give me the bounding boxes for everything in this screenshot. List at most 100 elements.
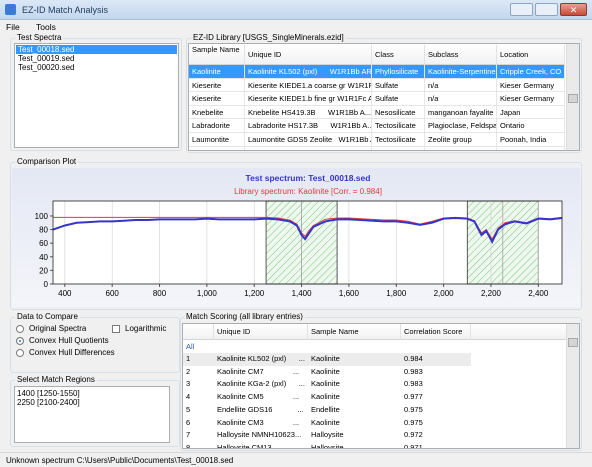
table-cell: Halloysite CM13 ... — [217, 442, 303, 449]
column-header[interactable]: Correlation Score — [401, 324, 471, 340]
table-cell: Kaolinite CM5 ... — [217, 392, 300, 402]
table-cell: Sulfate — [372, 92, 425, 106]
table-cell: 7 — [186, 430, 191, 440]
scroll-thumb[interactable] — [568, 94, 578, 103]
minimize-button[interactable] — [510, 3, 533, 16]
column-header[interactable]: Subclass — [425, 45, 497, 65]
close-button[interactable]: ✕ — [560, 3, 587, 16]
column-header[interactable] — [183, 324, 214, 340]
menu-bar: File Tools — [0, 20, 592, 33]
maximize-button[interactable] — [535, 3, 558, 16]
window-title: EZ-ID Match Analysis — [22, 5, 109, 15]
table-cell: Kaolinite-Serpentine ... — [425, 65, 497, 79]
column-header[interactable]: Location — [497, 45, 565, 65]
menu-item[interactable]: Tools — [36, 22, 56, 32]
column-header[interactable]: Sample Name — [189, 45, 245, 65]
table-cell: 5 — [186, 404, 191, 414]
y-tick-label: 100 — [35, 212, 49, 221]
data-compare-group — [10, 317, 180, 373]
table-cell: Kaolinite — [311, 379, 340, 389]
table-cell: Tectosilicate — [372, 119, 425, 133]
table-cell: 0.984 — [404, 354, 423, 363]
table-cell: 0.975 — [404, 404, 423, 414]
status-bar: Unknown spectrum C:\Users\Public\Documen… — [0, 452, 592, 467]
table-cell: Kaolinite — [311, 417, 340, 427]
list-item[interactable]: Test_00019.sed — [18, 54, 75, 63]
checkbox-label[interactable]: Logarithmic — [125, 324, 167, 333]
column-header[interactable]: Class — [372, 45, 425, 65]
radio-button[interactable] — [16, 325, 24, 333]
table-cell: Labradorite HS17.3B W1R1Bb A... — [245, 119, 372, 133]
table-cell: manganoan fayalite — [425, 105, 497, 120]
x-tick-label: 800 — [153, 289, 167, 298]
table-cell: 6 — [186, 417, 191, 427]
app-icon — [5, 4, 16, 15]
column-header[interactable]: Sample Name — [308, 324, 401, 340]
table-row[interactable] — [189, 133, 565, 147]
test-spectra-list: Test_00018.sed Test_00019.sed Test_00020.s… — [14, 43, 179, 148]
y-tick-label: 40 — [39, 253, 48, 262]
table-cell: Kaolinite CM3 ... — [217, 417, 300, 427]
table-row[interactable] — [189, 65, 565, 79]
scoring-table: Unique ID Sample Name Correlation Score All… — [182, 323, 580, 449]
table-cell: Kaolinite — [189, 65, 245, 79]
radio-label[interactable]: Original Spectra — [29, 324, 87, 333]
y-tick-label: 80 — [39, 226, 48, 235]
table-row[interactable] — [183, 353, 471, 366]
list-item[interactable]: Test_00020.sed — [18, 63, 75, 72]
y-tick-label: 20 — [39, 266, 48, 275]
scrollbar[interactable] — [566, 324, 579, 448]
table-cell: 0.983 — [404, 366, 423, 376]
table-cell: Kaolinite KL502 (pxl) W1R1Bb AREF — [245, 65, 372, 79]
group-label: Match Scoring (all library entries) — [184, 312, 305, 321]
x-tick-label: 2,200 — [481, 289, 502, 298]
table-cell: Japan — [497, 105, 565, 120]
menu-item[interactable]: File — [6, 22, 20, 32]
table-cell: Kaolinite CM7 ... — [217, 366, 300, 376]
regions-textbox[interactable]: 1400 [1250-1550] 2250 [2100-2400] — [14, 386, 170, 443]
group-label: Data to Compare — [15, 312, 80, 321]
chart-title: Test spectrum: Test_00018.sed — [246, 173, 371, 183]
column-header[interactable]: Unique ID — [245, 45, 372, 65]
spectrum-line — [52, 217, 563, 245]
radio-label[interactable]: Convex Hull Quotients — [29, 336, 109, 345]
table-row[interactable] — [189, 106, 565, 120]
checkbox[interactable] — [112, 325, 120, 333]
scroll-thumb[interactable] — [568, 338, 578, 347]
status-text: Unknown spectrum C:\Users\Public\Documen… — [6, 456, 234, 465]
table-cell: Kieser Germany — [497, 92, 565, 106]
radio-button[interactable] — [16, 349, 24, 357]
table-cell: Kieserite KIEDE1.b fine gr W1R1Fc ARE — [245, 92, 372, 106]
table-cell: Laumontite GDS5 Zeolite W1R1Bb A... — [245, 133, 372, 147]
chart-subtitle: Library spectrum: Kaolinite [Corr. = 0.9… — [234, 187, 382, 196]
x-tick-label: 2,000 — [434, 289, 455, 298]
table-cell: Halloysite NMNH10623... — [217, 430, 302, 440]
group-label: Comparison Plot — [15, 157, 79, 166]
table-row[interactable] — [189, 79, 565, 93]
table-cell: Kaolinite — [311, 366, 340, 376]
table-cell: Zeolite group — [425, 133, 497, 147]
table-cell: 0.975 — [404, 417, 423, 427]
table-cell: Kieser Germany — [497, 78, 565, 93]
list-item[interactable]: Test_00018.sed — [16, 45, 177, 54]
table-cell: Kaolinite — [311, 354, 340, 363]
table-cell: Knebelite — [189, 105, 245, 120]
table-row[interactable] — [189, 119, 565, 133]
plot-border — [52, 200, 563, 285]
test-spectra-group — [10, 38, 182, 151]
x-tick-label: 1,400 — [292, 289, 313, 298]
column-header[interactable]: Unique ID — [214, 324, 308, 340]
table-row[interactable] — [189, 92, 565, 106]
table-cell: Endellite GDS16 ... — [217, 404, 304, 414]
table-cell: 8 — [186, 442, 191, 449]
table-cell: 0.983 — [404, 379, 423, 389]
table-cell: Kieserite — [189, 78, 245, 93]
group-row[interactable]: All — [186, 342, 195, 351]
radio-button[interactable] — [16, 337, 24, 345]
group-label: Test Spectra — [15, 33, 64, 42]
table-cell: n/a — [425, 92, 497, 106]
table-header — [183, 324, 567, 340]
radio-label[interactable]: Convex Hull Differences — [29, 348, 115, 357]
region-entry: 2250 [2100-2400] — [17, 398, 80, 407]
